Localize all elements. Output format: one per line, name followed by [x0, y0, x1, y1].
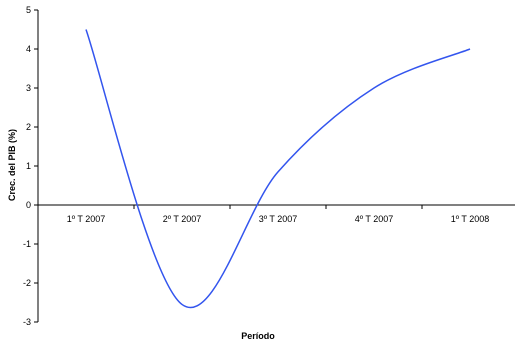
- x-tick-label: 4º T 2007: [355, 214, 394, 224]
- y-tick-label: -3: [23, 317, 31, 327]
- x-axis: 1º T 2007 2º T 2007 3º T 2007 4º T 2007 1º T…: [37, 204, 515, 224]
- x-tick-label: 2º T 2007: [163, 214, 202, 224]
- y-tick-label: 4: [26, 44, 31, 54]
- y-tick-label: 1: [26, 161, 31, 171]
- y-axis-title: Crec. del PIB (%): [7, 129, 17, 201]
- series-line: [85, 29, 471, 309]
- y-tick-label: -1: [23, 239, 31, 249]
- x-tick-label: 1º T 2008: [451, 214, 490, 224]
- y-tick-label: 2: [26, 122, 31, 132]
- x-tick-label: 3º T 2007: [259, 214, 298, 224]
- x-axis-title: Período: [241, 331, 275, 341]
- y-tick-label: 0: [26, 200, 31, 210]
- y-axis: 5 4 3 2 1 0 -1 -2 -3: [23, 5, 39, 327]
- series-group: [85, 29, 471, 309]
- x-tick-label: 1º T 2007: [67, 214, 106, 224]
- y-tick-label: 3: [26, 83, 31, 93]
- y-tick-label: -2: [23, 278, 31, 288]
- y-tick-label: 5: [26, 5, 31, 15]
